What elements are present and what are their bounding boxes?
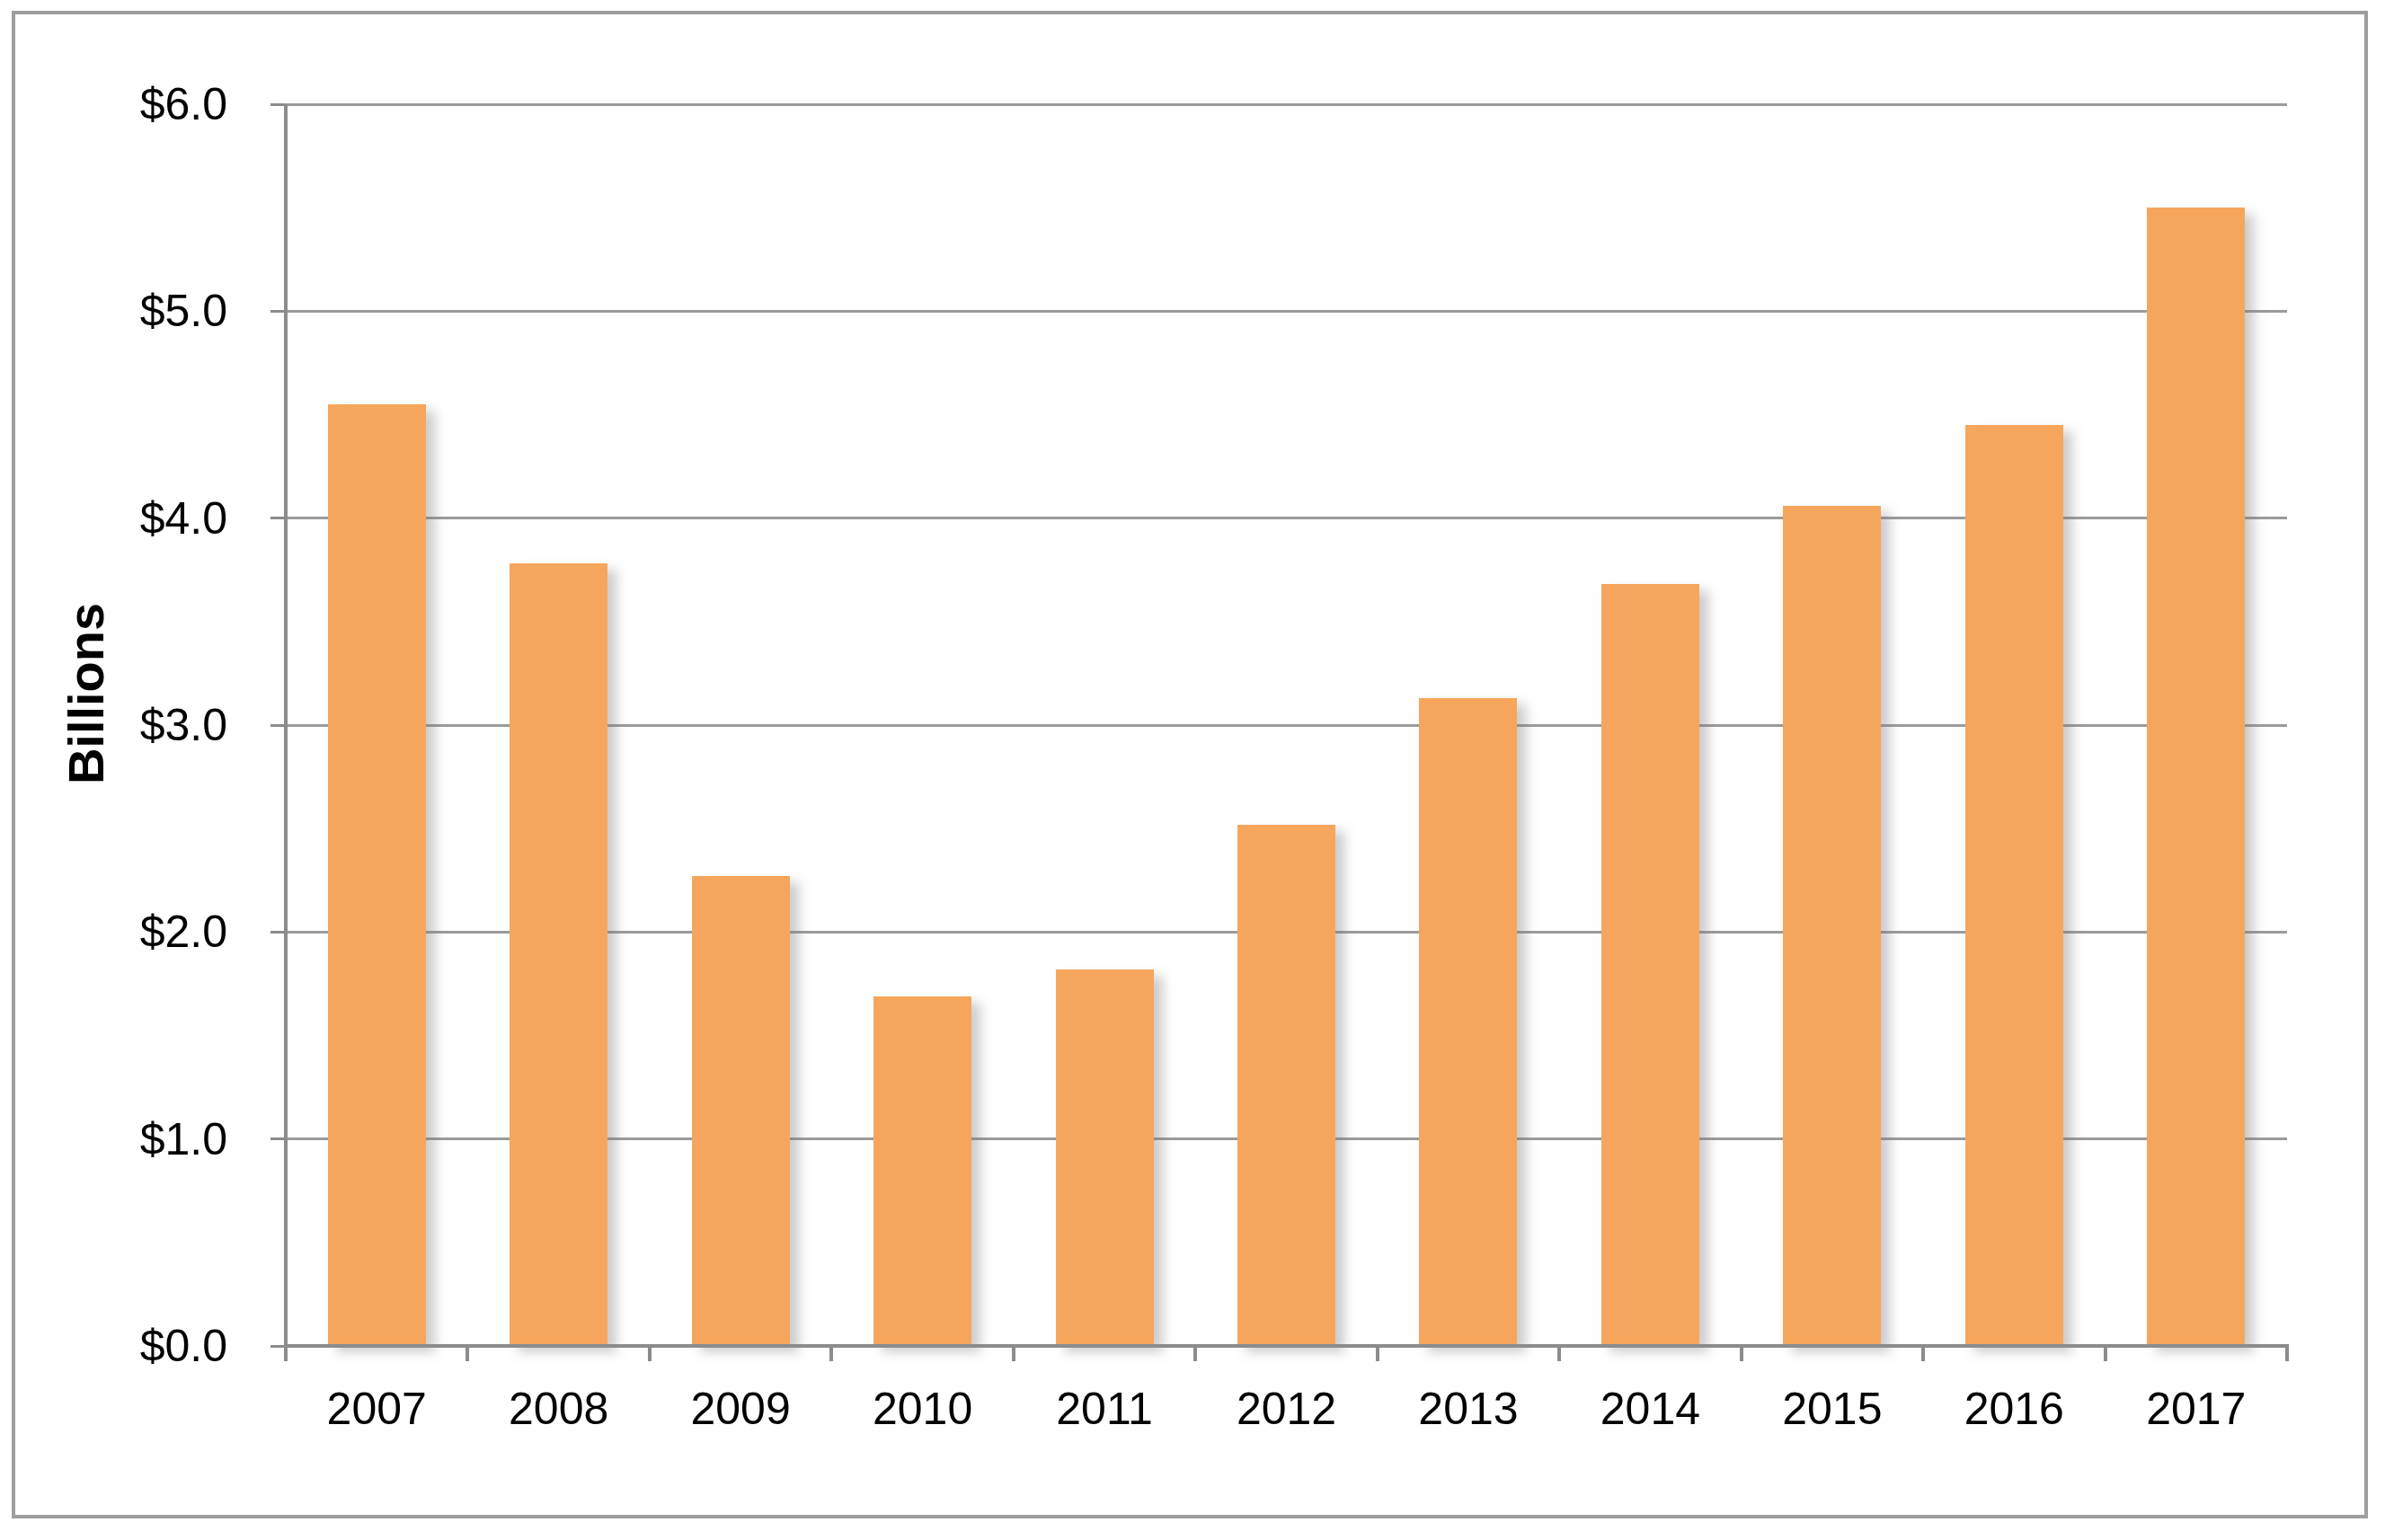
x-axis-tick <box>465 1346 469 1361</box>
bar-2013 <box>1419 698 1517 1346</box>
y-axis-tick <box>270 931 286 934</box>
y-axis-tick <box>270 1137 286 1140</box>
y-axis-tick-label: $3.0 <box>12 696 227 754</box>
bar-2011 <box>1056 969 1154 1346</box>
x-axis-tick <box>1921 1346 1925 1361</box>
y-axis-tick-label: $0.0 <box>12 1317 227 1375</box>
y-axis-tick-label: $2.0 <box>12 903 227 960</box>
y-axis-title: Billions <box>57 603 115 784</box>
y-axis-tick <box>270 724 286 727</box>
x-axis-line <box>284 1344 2289 1348</box>
x-axis-tick <box>1740 1346 1743 1361</box>
gridline-6 <box>286 103 2287 106</box>
bar-2008 <box>510 563 607 1346</box>
x-axis-tick <box>1557 1346 1561 1361</box>
y-axis-tick-label: $5.0 <box>12 282 227 340</box>
y-axis-tick-label: $6.0 <box>12 75 227 133</box>
bar-chart: Billions $0.0$1.0$2.0$3.0$4.0$5.0$6.0200… <box>0 0 2385 1540</box>
x-axis-tick <box>829 1346 833 1361</box>
bar-2016 <box>1965 425 2063 1346</box>
y-axis-tick <box>270 517 286 519</box>
x-axis-tick <box>2285 1346 2289 1361</box>
bar-2009 <box>692 876 790 1346</box>
bar-2010 <box>873 996 971 1346</box>
x-axis-tick <box>1012 1346 1015 1361</box>
x-axis-label-2017: 2017 <box>2088 1382 2304 1436</box>
bar-2012 <box>1237 825 1335 1346</box>
bar-2015 <box>1783 506 1881 1346</box>
plot-area: $0.0$1.0$2.0$3.0$4.0$5.0$6.0200720082009… <box>286 104 2287 1346</box>
y-axis-tick-label: $1.0 <box>12 1111 227 1168</box>
x-axis-tick <box>284 1346 288 1361</box>
bar-2014 <box>1601 584 1699 1346</box>
x-axis-tick <box>2104 1346 2107 1361</box>
x-axis-tick <box>648 1346 652 1361</box>
bar-2007 <box>328 404 426 1346</box>
gridline-5 <box>286 310 2287 313</box>
y-axis-tick <box>270 103 286 106</box>
x-axis-tick <box>1193 1346 1197 1361</box>
x-axis-tick <box>1376 1346 1379 1361</box>
y-axis-tick <box>270 310 286 313</box>
y-axis-tick-label: $4.0 <box>12 490 227 547</box>
bar-2017 <box>2147 208 2245 1346</box>
